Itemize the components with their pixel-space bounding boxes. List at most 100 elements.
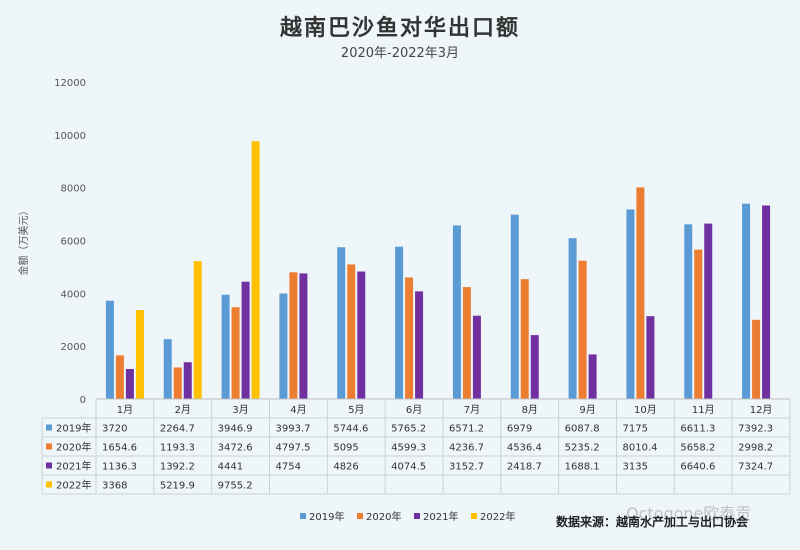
bar (636, 187, 645, 399)
bar (452, 225, 461, 399)
data-value: 5765.2 (391, 424, 426, 435)
bar (510, 214, 519, 399)
legend-label: 2022年 (480, 510, 515, 523)
bar (357, 271, 366, 399)
category-label: 11月 (692, 404, 715, 416)
bar (684, 224, 693, 399)
data-value: 5744.6 (333, 424, 368, 435)
watermark: Octogone欧泰贡 (626, 504, 752, 523)
y-axis-label: 金额（万美元） (17, 206, 30, 276)
data-value: 3135 (623, 462, 648, 473)
table-legend-key (46, 462, 52, 469)
data-value: 4599.3 (391, 443, 426, 454)
y-tick-label: 6000 (61, 237, 86, 248)
data-value: 1136.3 (102, 462, 137, 473)
data-value: 4536.4 (507, 443, 542, 454)
data-value: 4826 (333, 462, 358, 473)
data-value: 6979 (507, 424, 532, 435)
data-value: 5658.2 (680, 443, 715, 454)
chart-subtitle: 2020年-2022年3月 (340, 46, 460, 61)
category-label: 7月 (464, 404, 480, 416)
category-label: 12月 (750, 404, 773, 416)
category-label: 2月 (175, 404, 191, 416)
bar (279, 293, 288, 399)
data-value: 1654.6 (102, 443, 137, 454)
data-value: 4754 (276, 462, 301, 473)
data-value: 3946.9 (218, 424, 253, 435)
bar (472, 315, 481, 399)
bar (183, 362, 192, 399)
bar (395, 246, 404, 399)
data-value: 3472.6 (218, 443, 253, 454)
bar (337, 247, 346, 399)
y-tick-label: 0 (80, 395, 86, 406)
bar (626, 209, 635, 399)
category-label: 1月 (117, 404, 133, 416)
data-value: 9755.2 (218, 481, 253, 492)
category-label: 3月 (232, 404, 248, 416)
y-tick-label: 4000 (61, 289, 86, 300)
table-series-name: 2019年 (56, 422, 91, 435)
data-source: 数据来源：越南水产加工与出口协会 (556, 515, 749, 529)
bar (173, 367, 182, 399)
category-label: 5月 (348, 404, 364, 416)
data-value: 7175 (623, 424, 648, 435)
category-label: 10月 (634, 404, 657, 416)
data-value: 7392.3 (738, 424, 773, 435)
data-value: 3720 (102, 424, 127, 435)
data-value: 1392.2 (160, 462, 195, 473)
legend-swatch (300, 513, 306, 519)
data-value: 3152.7 (449, 462, 484, 473)
bar (530, 335, 539, 399)
data-value: 4441 (218, 462, 243, 473)
data-value: 5219.9 (160, 481, 195, 492)
data-value: 8010.4 (623, 443, 658, 454)
y-tick-label: 2000 (61, 342, 86, 353)
table-legend-key (46, 424, 52, 431)
bar (163, 339, 172, 399)
bar (742, 203, 751, 399)
bar (462, 287, 471, 399)
bar (125, 368, 134, 399)
bar (347, 264, 356, 399)
data-value: 3993.7 (276, 424, 311, 435)
data-value: 1688.1 (565, 462, 600, 473)
bar (299, 273, 308, 399)
category-label: 9月 (579, 404, 595, 416)
bar (762, 205, 771, 399)
table-legend-key (46, 443, 52, 450)
legend-label: 2019年 (309, 510, 344, 523)
table-series-name: 2020年 (56, 441, 91, 454)
bar (520, 279, 529, 399)
data-value: 5235.2 (565, 443, 600, 454)
bar (578, 260, 587, 399)
data-value: 7324.7 (738, 462, 773, 473)
y-tick-label: 12000 (54, 78, 86, 89)
data-value: 2998.2 (738, 443, 773, 454)
data-value: 5095 (333, 443, 358, 454)
bar (105, 300, 114, 399)
bar (694, 249, 703, 399)
bar (405, 277, 414, 399)
legend-label: 2021年 (423, 510, 458, 523)
data-value: 4797.5 (276, 443, 311, 454)
category-label: 8月 (522, 404, 538, 416)
bar (221, 294, 230, 399)
bar (115, 355, 124, 399)
data-value: 4236.7 (449, 443, 484, 454)
bar (231, 307, 240, 399)
bar (588, 354, 597, 399)
data-value: 6640.6 (680, 462, 715, 473)
data-value: 6087.8 (565, 424, 600, 435)
bar (135, 310, 144, 399)
data-value: 6571.2 (449, 424, 484, 435)
y-tick-label: 10000 (54, 131, 86, 142)
y-tick-label: 8000 (61, 184, 86, 195)
category-label: 6月 (406, 404, 422, 416)
table-series-name: 2021年 (56, 460, 91, 473)
bar (415, 291, 424, 399)
data-value: 1193.3 (160, 443, 195, 454)
data-value: 2264.7 (160, 424, 195, 435)
data-value: 3368 (102, 481, 127, 492)
